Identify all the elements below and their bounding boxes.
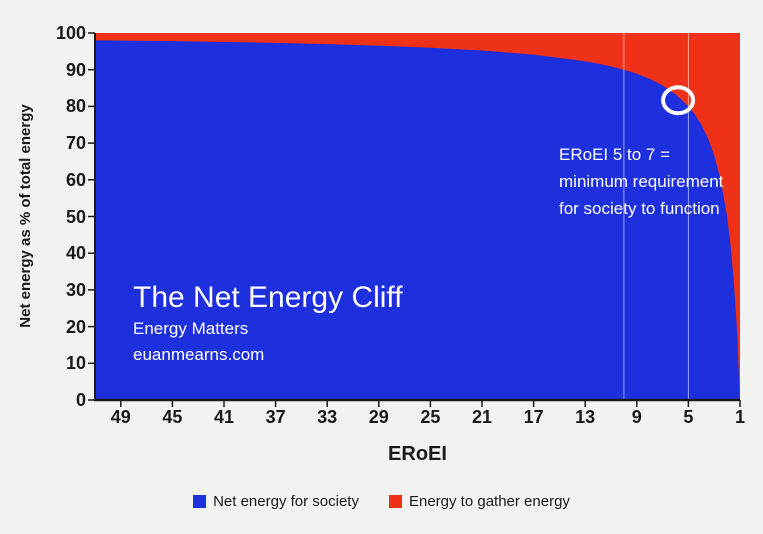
y-tick-label: 30 — [65, 279, 86, 300]
y-tick-label: 70 — [65, 133, 86, 154]
legend-item: Energy to gather energy — [388, 493, 570, 510]
chart-source: euanmearns.com — [133, 345, 265, 364]
legend-swatch — [388, 495, 402, 508]
y-tick-label: 50 — [65, 206, 86, 227]
x-tick-label: 29 — [368, 407, 389, 427]
chart-subtitle: Energy Matters — [133, 319, 249, 338]
y-tick-label: 80 — [65, 96, 86, 117]
highlight-circle — [661, 85, 696, 116]
x-tick-label: 37 — [265, 407, 286, 427]
x-tick-label: 1 — [734, 407, 745, 427]
x-tick-label: 25 — [420, 407, 441, 427]
y-tick-label: 0 — [75, 390, 86, 410]
x-tick-label: 17 — [523, 407, 544, 427]
annotation-text: ERoEI 5 to 7 = minimum requirement for s… — [559, 141, 723, 222]
y-tick-label: 100 — [55, 23, 86, 43]
legend-label: Net energy for society — [213, 493, 359, 510]
x-tick-label: 49 — [110, 407, 131, 427]
annotation-line-1: ERoEI 5 to 7 = — [559, 145, 671, 164]
legend-swatch — [193, 495, 207, 508]
x-tick-label: 21 — [471, 407, 493, 427]
y-tick-label: 90 — [65, 59, 86, 80]
net-energy-area — [95, 40, 740, 400]
legend-item: Net energy for society — [193, 493, 359, 510]
x-tick-label: 9 — [631, 407, 642, 427]
plot-area: ERoEI 5 to 7 = minimum requirement for s… — [88, 32, 741, 407]
x-tick-label: 5 — [683, 407, 694, 427]
x-axis-title: ERoEI — [388, 443, 447, 465]
chart-canvas — [88, 32, 741, 407]
annotation-line-3: for society to function — [559, 199, 720, 218]
y-tick-label: 40 — [65, 243, 86, 264]
x-tick-label: 45 — [162, 407, 183, 427]
y-tick-label: 10 — [65, 353, 86, 374]
chart-title: The Net Energy Cliff — [133, 281, 403, 314]
chart-legend: Net energy for society Energy to gather e… — [0, 493, 763, 510]
x-tick-label: 13 — [575, 407, 596, 427]
legend-label: Energy to gather energy — [408, 493, 570, 510]
chart-title-block: The Net Energy Cliff Energy Matters euan… — [133, 280, 403, 368]
x-tick-label: 33 — [317, 407, 338, 427]
y-tick-label: 60 — [65, 169, 86, 190]
y-tick-label: 20 — [65, 316, 86, 337]
annotation-line-2: minimum requirement — [559, 172, 724, 191]
x-tick-label: 41 — [213, 407, 235, 427]
